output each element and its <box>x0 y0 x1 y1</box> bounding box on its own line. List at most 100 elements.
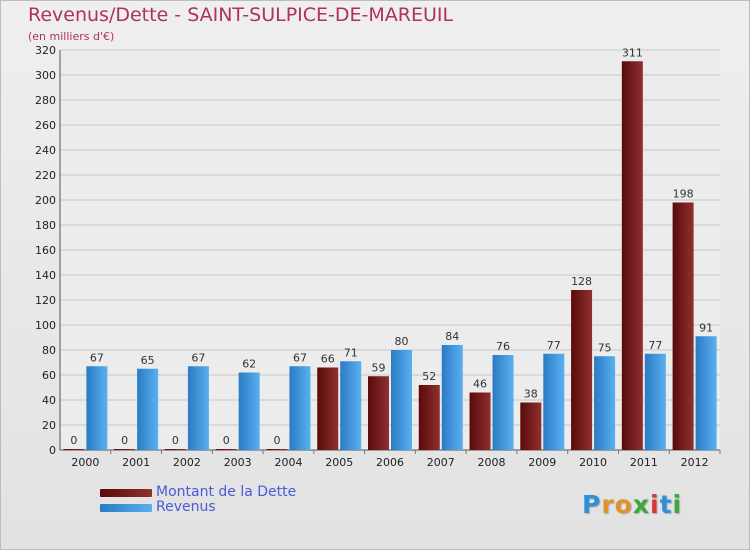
logo-letter: P <box>582 490 602 519</box>
data-label-revenus: 84 <box>445 330 459 343</box>
y-tick-label: 80 <box>42 344 56 357</box>
data-label-dette: 198 <box>673 188 694 201</box>
x-tick-label: 2000 <box>71 456 99 469</box>
y-tick-label: 0 <box>49 444 56 457</box>
x-tick-label: 2003 <box>224 456 252 469</box>
bar-dette <box>672 202 694 450</box>
bar-dette <box>520 402 542 450</box>
data-label-revenus: 67 <box>293 351 307 364</box>
data-label-dette: 38 <box>524 388 538 401</box>
y-tick-label: 320 <box>35 44 56 57</box>
data-label-dette: 0 <box>273 434 280 447</box>
y-tick-label: 140 <box>35 269 56 282</box>
data-label-revenus: 77 <box>648 339 662 352</box>
y-tick-label: 120 <box>35 294 56 307</box>
data-label-revenus: 62 <box>242 358 256 371</box>
bar-revenus <box>340 361 362 450</box>
y-tick-label: 40 <box>42 394 56 407</box>
bar-revenus <box>289 366 311 450</box>
data-label-dette: 0 <box>70 434 77 447</box>
bar-revenus <box>391 350 412 450</box>
logo-letter: x <box>632 490 650 519</box>
logo-letter: t <box>659 490 673 519</box>
x-tick-label: 2001 <box>122 456 150 469</box>
bar-dette <box>164 449 186 450</box>
legend-swatch-revenus <box>100 504 152 512</box>
data-label-revenus: 80 <box>395 335 409 348</box>
data-label-revenus: 91 <box>699 321 713 334</box>
legend-label-revenus: Revenus <box>156 499 216 515</box>
bar-revenus <box>238 372 260 450</box>
data-label-dette: 66 <box>321 353 335 366</box>
bar-revenus <box>137 368 159 450</box>
data-label-dette: 311 <box>622 46 643 59</box>
x-tick-label: 2002 <box>173 456 201 469</box>
x-tick-label: 2009 <box>528 456 556 469</box>
bar-revenus <box>492 355 514 450</box>
data-label-dette: 46 <box>473 378 487 391</box>
x-tick-label: 2011 <box>630 456 658 469</box>
data-label-dette: 52 <box>422 370 436 383</box>
bars <box>63 61 717 450</box>
bar-dette <box>621 61 643 450</box>
y-tick-label: 240 <box>35 144 56 157</box>
logo-letter: i <box>672 490 683 519</box>
y-tick-label: 220 <box>35 169 56 182</box>
bar-dette <box>368 376 389 450</box>
bar-dette <box>215 449 237 450</box>
y-tick-label: 100 <box>35 319 56 332</box>
bar-revenus <box>441 345 463 450</box>
data-label-dette: 128 <box>571 275 592 288</box>
grid-lines <box>60 49 720 451</box>
data-label-dette: 0 <box>172 434 179 447</box>
data-label-dette: 0 <box>121 434 128 447</box>
x-tick-label: 2007 <box>427 456 455 469</box>
x-tick-label: 2004 <box>274 456 302 469</box>
y-tick-label: 160 <box>35 244 56 257</box>
bar-dette <box>266 449 288 450</box>
bar-revenus <box>594 356 616 450</box>
bar-dette <box>469 392 491 450</box>
data-label-revenus: 76 <box>496 340 510 353</box>
y-tick-label: 20 <box>42 419 56 432</box>
data-label-revenus: 65 <box>141 354 155 367</box>
data-label-dette: 59 <box>372 361 386 374</box>
proxiti-logo: Proxiti <box>582 490 682 519</box>
x-tick-label: 2012 <box>681 456 709 469</box>
x-tick-label: 2006 <box>376 456 404 469</box>
data-label-revenus: 71 <box>344 346 358 359</box>
bar-dette <box>571 290 593 450</box>
bar-revenus <box>86 366 108 450</box>
x-tick-label: 2010 <box>579 456 607 469</box>
bar-dette <box>418 385 440 450</box>
legend-label-dette: Montant de la Dette <box>156 484 297 500</box>
data-label-dette: 0 <box>223 434 230 447</box>
bar-revenus <box>695 336 717 450</box>
y-tick-label: 200 <box>35 194 56 207</box>
bar-revenus <box>644 353 666 450</box>
axes: 0 20 40 60 80 100 120 140 160 180 200 220 240 260 280 3… <box>35 44 721 469</box>
bar-revenus <box>543 353 565 450</box>
x-tick-label: 2008 <box>478 456 506 469</box>
y-tick-label: 260 <box>35 119 56 132</box>
data-label-revenus: 67 <box>90 351 104 364</box>
y-tick-label: 280 <box>35 94 56 107</box>
data-label-revenus: 75 <box>598 341 612 354</box>
legend-swatch-dette <box>100 489 152 497</box>
bar-revenus <box>187 366 209 450</box>
logo-letter: r <box>601 490 615 519</box>
value-labels: 0 67 0 65 0 67 0 62 0 67 66 71 59 80 52 84 46 76 38 77 128 75… <box>70 46 713 447</box>
bar-dette <box>317 367 339 450</box>
logo-letter: o <box>614 490 633 519</box>
y-tick-label: 60 <box>42 369 56 382</box>
logo-letter: i <box>650 490 660 519</box>
data-label-revenus: 77 <box>547 339 561 352</box>
bar-dette <box>114 449 136 450</box>
y-tick-label: 300 <box>35 69 56 82</box>
chart-subtitle: (en milliers d'€) <box>28 30 115 43</box>
data-label-revenus: 67 <box>191 351 205 364</box>
y-tick-label: 180 <box>35 219 56 232</box>
bar-dette <box>63 449 85 450</box>
x-tick-label: 2005 <box>325 456 353 469</box>
